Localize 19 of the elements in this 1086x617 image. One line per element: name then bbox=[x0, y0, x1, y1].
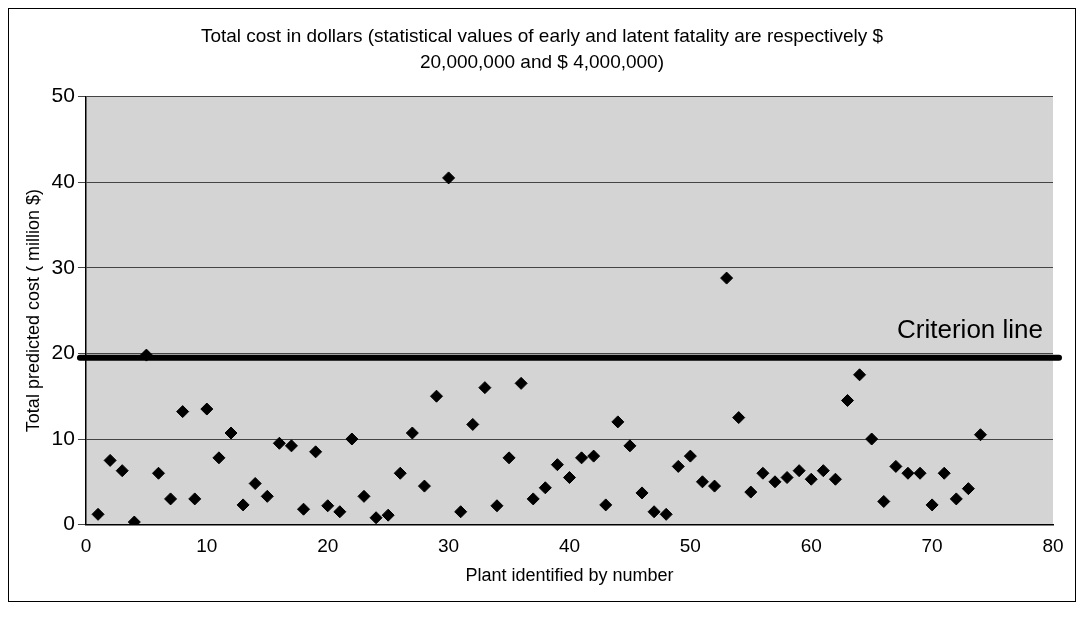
x-tick-label: 20 bbox=[317, 535, 339, 557]
y-tick-label: 10 bbox=[51, 425, 75, 449]
x-tick-label: 80 bbox=[1042, 535, 1064, 557]
y-axis-title: Total predicted cost ( million $) bbox=[22, 189, 43, 433]
x-axis-title: Plant identified by number bbox=[465, 565, 674, 586]
x-tick-label: 40 bbox=[558, 535, 581, 557]
x-tick-label: 0 bbox=[80, 535, 92, 557]
chart-title: Total cost in dollars (statistical values of early and latent fatality are respectively $ 20,000,000 and $ 4,000,000) bbox=[199, 24, 885, 74]
x-tick-label: 70 bbox=[921, 535, 943, 557]
x-tick-label: 30 bbox=[438, 535, 460, 557]
y-tick-label: 30 bbox=[51, 254, 75, 278]
y-tick-label: 40 bbox=[51, 169, 75, 192]
y-tick-label: 50 bbox=[51, 83, 75, 107]
y-tick-label: 20 bbox=[51, 340, 75, 364]
x-tick-label: 50 bbox=[679, 535, 701, 557]
x-tick-label: 10 bbox=[196, 535, 218, 557]
ref-line-label: Criterion line bbox=[897, 313, 1043, 344]
y-tick-label: 0 bbox=[63, 511, 75, 535]
x-tick-label: 60 bbox=[800, 535, 822, 557]
